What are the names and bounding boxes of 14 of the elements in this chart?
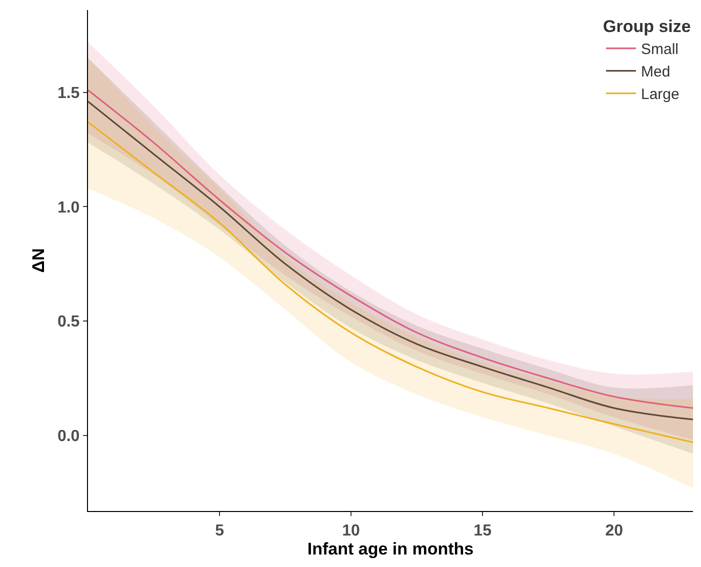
legend-label: Large: [641, 86, 680, 104]
y-tick-label: 1.0: [57, 199, 80, 216]
x-tick-label: 15: [474, 522, 492, 540]
x-tick-label: 20: [605, 522, 624, 540]
legend-label: Med: [641, 64, 670, 81]
x-tick-label: 5: [215, 522, 224, 540]
x-axis-title: Infant age in months: [307, 539, 474, 558]
x-tick-label: 10: [342, 522, 360, 540]
y-tick-label: 0.5: [57, 314, 80, 331]
y-tick-label: 1.5: [57, 84, 80, 102]
y-tick-label: 0.0: [57, 428, 80, 446]
legend-title: Group size: [603, 17, 691, 36]
legend-label: Small: [641, 41, 679, 58]
y-axis-title: ΔN: [29, 248, 48, 273]
